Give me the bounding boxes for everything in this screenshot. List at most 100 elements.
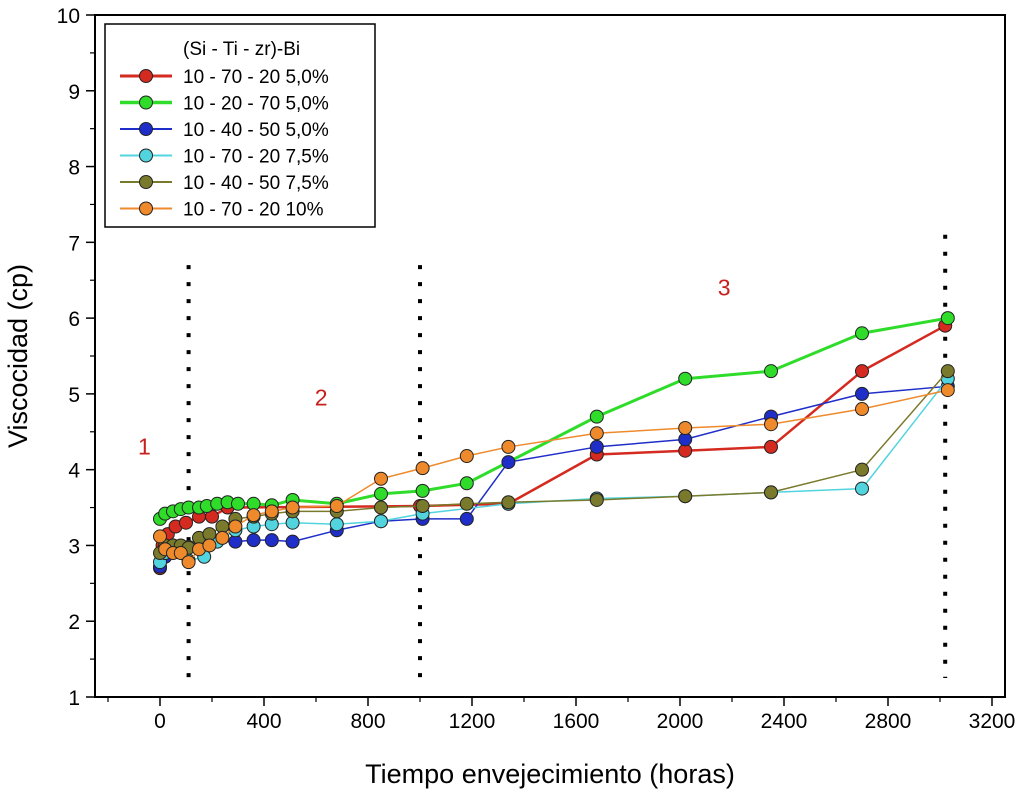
- legend: (Si - Ti - zr)-Bi 10 - 70 - 20 5,0% 10 - …: [104, 23, 376, 228]
- y-tick-label: 5: [68, 384, 80, 407]
- data-point: [202, 538, 217, 553]
- x-tick-label: 2800: [865, 710, 912, 733]
- x-tick-label: 1600: [553, 710, 600, 733]
- y-tick-label: 4: [68, 460, 80, 483]
- y-tick-label: 1: [68, 687, 80, 710]
- data-point: [374, 514, 388, 529]
- x-tick-label: 1200: [449, 710, 496, 733]
- data-point: [940, 383, 955, 398]
- region-label: 3: [718, 274, 731, 300]
- region-labels: 1 2 3: [138, 274, 731, 459]
- y-tick-label: 7: [68, 232, 80, 255]
- legend-entry-label: 10 - 70 - 20 10%: [183, 200, 324, 221]
- x-tick-label: 800: [350, 710, 385, 733]
- legend-swatch-marker: [139, 69, 153, 83]
- data-point: [173, 546, 188, 561]
- x-tick-label: 400: [246, 710, 281, 733]
- data-point: [181, 555, 196, 570]
- data-point: [459, 511, 474, 526]
- data-point: [589, 426, 604, 441]
- data-point: [855, 462, 869, 477]
- y-tick-label: 9: [68, 81, 80, 104]
- data-point: [264, 533, 279, 548]
- data-point: [764, 439, 778, 454]
- data-point: [228, 519, 243, 534]
- data-point: [589, 492, 604, 507]
- data-point: [855, 364, 869, 379]
- legend-entry-label: 10 - 70 - 20 7,5%: [183, 147, 329, 168]
- series-line: [158, 324, 946, 569]
- data-point: [415, 499, 430, 514]
- data-point: [764, 485, 778, 500]
- legend-entry-label: 10 - 40 - 50 5,0%: [183, 120, 329, 141]
- data-point: [459, 476, 474, 491]
- data-point: [459, 449, 474, 464]
- data-point: [501, 455, 516, 470]
- series-line: [159, 378, 949, 563]
- legend-swatch-marker: [139, 201, 153, 216]
- legend-swatch-marker: [139, 148, 153, 163]
- legend-swatch-marker: [139, 95, 153, 110]
- data-point: [179, 515, 193, 530]
- data-point: [231, 496, 245, 511]
- data-point: [285, 500, 300, 515]
- data-point: [678, 420, 693, 435]
- data-point: [215, 530, 230, 545]
- data-point: [764, 364, 778, 379]
- data-point: [374, 486, 388, 501]
- data-point: [415, 461, 430, 476]
- data-point: [940, 311, 955, 326]
- legend-entry-label: 10 - 70 - 20 5,0%: [183, 67, 329, 88]
- axes-layer: 0 400 800 1200 1600 2000 2400 2800 3200 1 2 3 4 5 6 7 8 9…: [57, 5, 1016, 733]
- data-point: [855, 402, 869, 417]
- data-point: [264, 504, 279, 519]
- region-dividers: [186, 234, 948, 679]
- x-tick-label: 2000: [657, 710, 704, 733]
- data-point: [246, 533, 261, 548]
- data-point: [153, 529, 167, 544]
- y-tick-label: 2: [68, 611, 80, 634]
- data-point: [415, 483, 430, 498]
- data-point: [501, 495, 516, 510]
- y-tick-label: 6: [68, 308, 80, 331]
- data-point: [329, 499, 344, 514]
- data-point: [678, 371, 693, 386]
- region-label: 1: [138, 434, 151, 460]
- legend-swatch-marker: [139, 175, 153, 189]
- series-2: [153, 311, 955, 526]
- data-point: [855, 481, 869, 496]
- data-point: [764, 417, 778, 432]
- x-tick-label: 2400: [761, 710, 808, 733]
- data-point: [459, 496, 474, 511]
- series-line: [158, 316, 949, 520]
- x-tick-label: 0: [154, 710, 166, 733]
- data-point: [329, 517, 344, 532]
- data-point: [678, 489, 693, 504]
- data-point: [940, 364, 955, 379]
- x-axis-title: Tiempo envejecimiento (horas): [365, 759, 735, 789]
- series-line: [159, 389, 948, 563]
- data-point: [855, 386, 869, 401]
- data-point: [374, 500, 388, 515]
- region-label: 2: [315, 384, 328, 410]
- y-axis-title: Viscocidad (cp): [3, 264, 33, 448]
- y-tick-label: 3: [68, 535, 80, 558]
- data-point: [246, 508, 261, 523]
- data-point: [855, 326, 869, 341]
- legend-title: (Si - Ti - zr)-Bi: [183, 39, 300, 60]
- data-point: [285, 534, 300, 549]
- legend-swatch-marker: [139, 122, 153, 136]
- data-point: [589, 409, 604, 424]
- data-point: [501, 439, 516, 454]
- series-layer: [153, 311, 955, 576]
- data-point: [589, 439, 604, 454]
- legend-entry-label: 10 - 40 - 50 7,5%: [183, 173, 329, 194]
- data-point: [374, 471, 388, 486]
- y-tick-label: 10: [57, 5, 80, 28]
- y-tick-label: 8: [68, 157, 80, 180]
- x-tick-label: 3200: [969, 710, 1016, 733]
- series-6: [153, 383, 955, 570]
- legend-entry-label: 10 - 20 - 70 5,0%: [183, 94, 329, 115]
